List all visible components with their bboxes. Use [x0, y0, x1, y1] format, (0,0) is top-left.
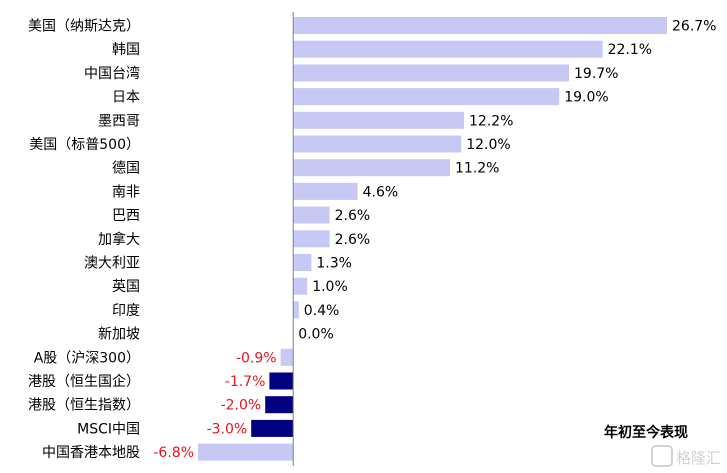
value-label: 12.2% [469, 113, 513, 129]
category-label: 新加坡 [98, 327, 140, 343]
category-label: 南非 [112, 184, 140, 200]
bar [293, 301, 299, 319]
bars-group [198, 17, 667, 461]
category-label: A股（沪深300） [34, 350, 140, 366]
value-label: 1.0% [312, 279, 348, 295]
bar [269, 372, 294, 390]
bar [280, 348, 294, 366]
bar [293, 254, 312, 271]
bar [293, 159, 450, 177]
value-label: 26.7% [672, 19, 716, 35]
category-label: 印度 [112, 303, 140, 319]
value-label: -0.9% [236, 350, 277, 366]
bar [293, 135, 462, 153]
value-label: 19.7% [574, 66, 618, 82]
bar [293, 111, 464, 129]
category-label: 德国 [112, 161, 140, 177]
bar [293, 40, 603, 58]
category-label: 日本 [112, 90, 140, 106]
category-label: 加拿大 [98, 231, 140, 248]
category-label: 美国（标普500） [29, 137, 140, 153]
bar [293, 206, 330, 224]
category-label: 巴西 [112, 208, 140, 224]
value-label: 19.0% [564, 90, 608, 106]
watermark-text: 格隆汇 [676, 449, 721, 467]
value-label: 22.1% [608, 42, 652, 58]
value-label: -1.7% [225, 374, 266, 390]
value-label: 12.0% [466, 137, 510, 153]
category-label: MSCI中国 [77, 421, 140, 437]
category-label: 中国香港本地股 [42, 445, 140, 461]
category-label: 美国（纳斯达克） [28, 19, 140, 35]
value-label: -6.8% [153, 445, 194, 461]
category-label: 澳大利亚 [84, 256, 140, 272]
value-label: 0.4% [304, 303, 340, 319]
value-labels-group: 26.7% 22.1% 19.7% 19.0% 12.2% 12.0% 11.2% 4.6% 2… [153, 19, 716, 462]
value-label: 1.3% [316, 256, 352, 272]
bar [265, 396, 294, 414]
watermark: 格隆汇 [651, 445, 721, 467]
bar [198, 443, 294, 461]
bar [293, 182, 358, 200]
category-label: 韩国 [112, 42, 140, 58]
watermark-logo-icon [651, 445, 673, 467]
category-label: 墨西哥 [98, 113, 140, 129]
bar [251, 419, 294, 437]
category-label: 中国台湾 [84, 65, 140, 82]
value-label: 2.6% [335, 208, 371, 224]
bar [293, 17, 667, 34]
bar [293, 88, 560, 106]
legend-label: 年初至今表现 [604, 424, 688, 441]
value-label: 11.2% [455, 161, 499, 177]
bar [293, 277, 308, 295]
value-label: -3.0% [207, 421, 248, 437]
bar [293, 230, 330, 248]
value-label: 0.0% [298, 327, 334, 343]
category-label: 港股（恒生国企） [28, 373, 140, 390]
category-label: 港股（恒生指数） [28, 398, 140, 414]
value-label: -2.0% [221, 398, 262, 414]
value-label: 2.6% [335, 232, 371, 248]
bar [293, 64, 569, 82]
value-label: 4.6% [363, 184, 399, 200]
category-label: 英国 [112, 278, 140, 295]
